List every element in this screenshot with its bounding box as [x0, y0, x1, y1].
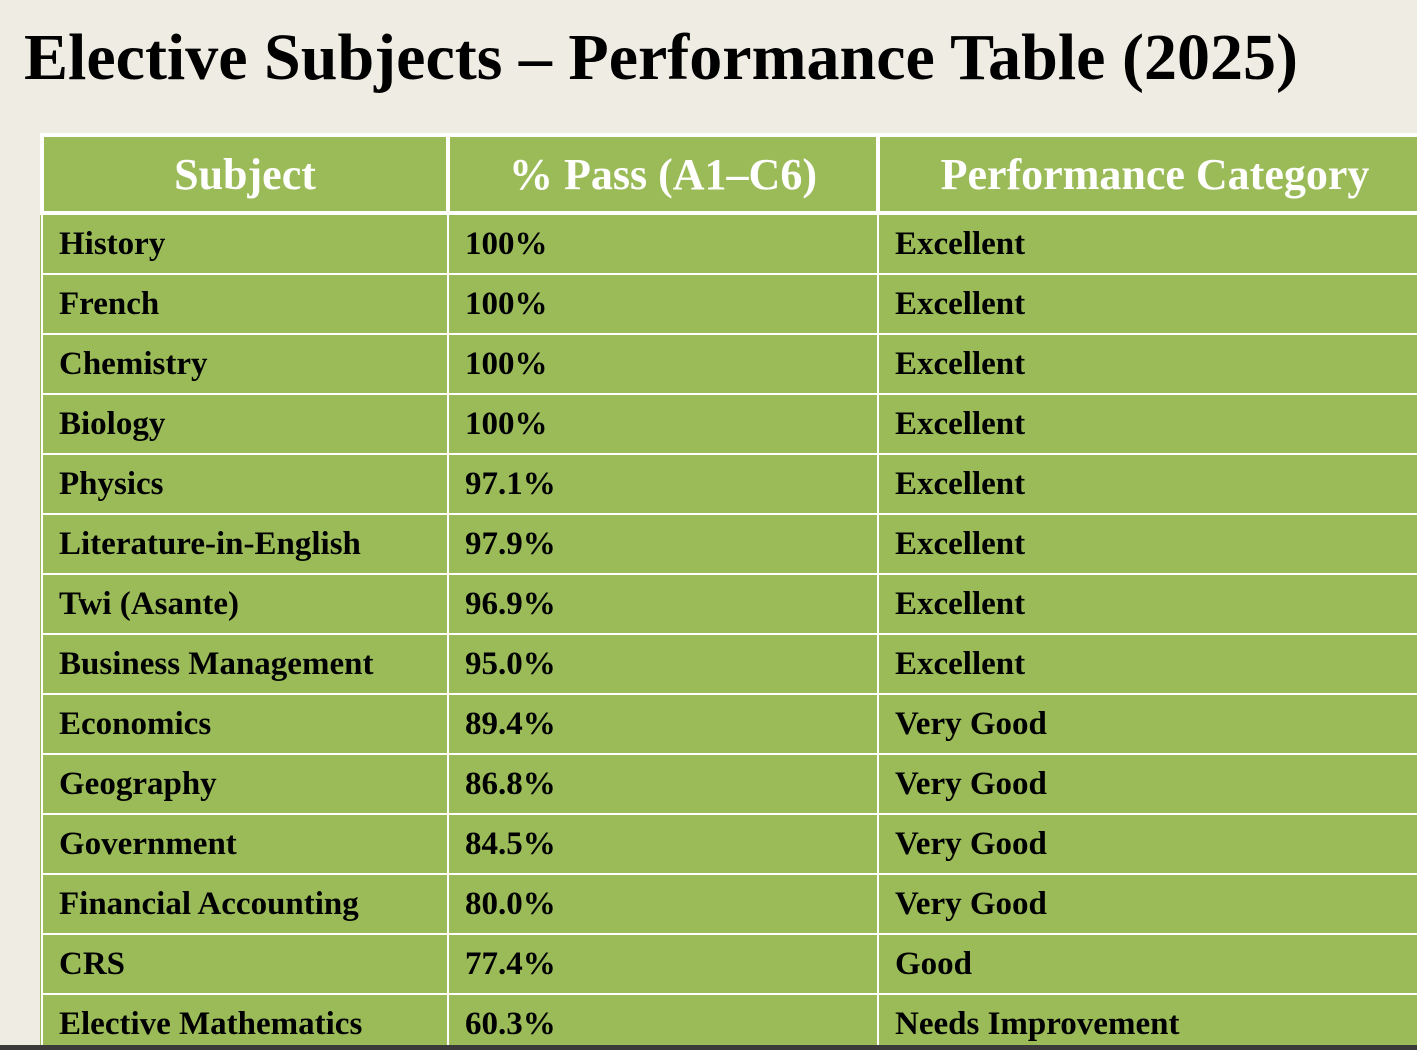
table-cell: Excellent	[877, 573, 1417, 635]
bottom-bar	[0, 1045, 1417, 1050]
table-cell: 86.8%	[447, 753, 879, 815]
table-cell: 100%	[447, 212, 879, 275]
header-cell: % Pass (A1–C6)	[446, 133, 880, 215]
table-cell: History	[41, 212, 449, 275]
table-row: CRS 77.4% Good	[41, 933, 1417, 995]
table-row: Literature-in-English 97.9% Excellent	[41, 513, 1417, 575]
table-cell: 100%	[447, 273, 879, 335]
table-cell: 96.9%	[447, 573, 879, 635]
table-row: French 100% Excellent	[41, 273, 1417, 335]
table-cell: Very Good	[877, 873, 1417, 935]
table-row: Business Management 95.0% Excellent	[41, 633, 1417, 695]
table-cell: 100%	[447, 393, 879, 455]
table-cell: 77.4%	[447, 933, 879, 995]
table-cell: Excellent	[877, 513, 1417, 575]
title: Elective Subjects – Performance Table (2…	[24, 21, 1298, 94]
table-row: History 100% Excellent	[41, 212, 1417, 275]
table-cell: Elective Mathematics	[41, 993, 449, 1045]
table-cell: Geography	[41, 753, 449, 815]
table-cell: Physics	[41, 453, 449, 515]
table-cell: Very Good	[877, 813, 1417, 875]
table-cell: French	[41, 273, 449, 335]
table-cell: Literature-in-English	[41, 513, 449, 575]
table-cell: Twi (Asante)	[41, 573, 449, 635]
table-cell: 100%	[447, 333, 879, 395]
table-cell: CRS	[41, 933, 449, 995]
table-cell: Good	[877, 933, 1417, 995]
table-row: Government 84.5% Very Good	[41, 813, 1417, 875]
table-row: Geography 86.8% Very Good	[41, 753, 1417, 815]
table-cell: 95.0%	[447, 633, 879, 695]
table-cell: Government	[41, 813, 449, 875]
table-cell: Needs Improvement	[877, 993, 1417, 1045]
header-cell: Subject	[40, 133, 450, 215]
table-cell: Financial Accounting	[41, 873, 449, 935]
table-cell: 84.5%	[447, 813, 879, 875]
table-row: Physics 97.1% Excellent	[41, 453, 1417, 515]
table-cell: Biology	[41, 393, 449, 455]
table-cell: Very Good	[877, 693, 1417, 755]
table-cell: Excellent	[877, 333, 1417, 395]
table-cell: Business Management	[41, 633, 449, 695]
table-cell: 97.1%	[447, 453, 879, 515]
table-row: Elective Mathematics 60.3% Needs Improveme…	[41, 993, 1417, 1045]
table-cell: 97.9%	[447, 513, 879, 575]
table-row: Biology 100% Excellent	[41, 393, 1417, 455]
performance-table: Subject% Pass (A1–C6) Performance Categor…	[40, 133, 1417, 1045]
table-cell: 89.4%	[447, 693, 879, 755]
table-cell: Excellent	[877, 393, 1417, 455]
table-body: History 100% Excellent French 100% Excellent C…	[41, 212, 1417, 1045]
table-cell: 60.3%	[447, 993, 879, 1045]
header-cell: Performance Category	[876, 133, 1417, 215]
header-row: Subject% Pass (A1–C6) Performance Categor…	[40, 133, 1417, 215]
table-row: Chemistry 100% Excellent	[41, 333, 1417, 395]
table-cell: Excellent	[877, 273, 1417, 335]
table-row: Economics 89.4% Very Good	[41, 693, 1417, 755]
table-cell: Chemistry	[41, 333, 449, 395]
table-cell: Very Good	[877, 753, 1417, 815]
table-row: Financial Accounting 80.0% Very Good	[41, 873, 1417, 935]
table-cell: Excellent	[877, 453, 1417, 515]
table-cell: Excellent	[877, 212, 1417, 275]
table-cell: Economics	[41, 693, 449, 755]
table-row: Twi (Asante) 96.9% Excellent	[41, 573, 1417, 635]
table-cell: 80.0%	[447, 873, 879, 935]
table-cell: Excellent	[877, 633, 1417, 695]
